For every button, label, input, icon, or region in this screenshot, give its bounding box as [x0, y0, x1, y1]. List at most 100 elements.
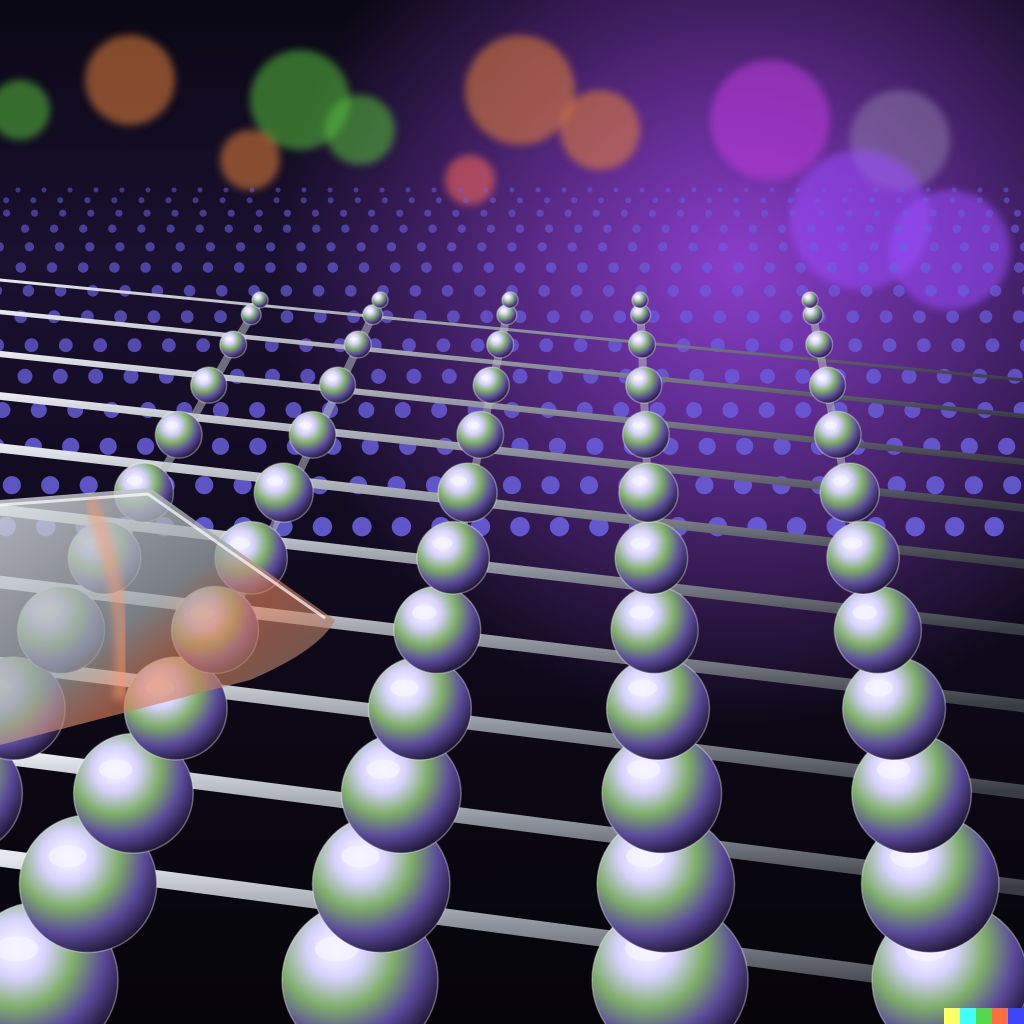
far-bead	[405, 187, 411, 193]
bead-highlight	[366, 759, 400, 779]
far-bead	[733, 209, 741, 217]
far-bead	[214, 310, 227, 324]
far-bead	[957, 209, 965, 217]
far-bead	[202, 262, 214, 273]
far-bead	[145, 242, 155, 252]
far-bead	[30, 197, 37, 204]
far-bead	[571, 197, 578, 204]
far-bead	[111, 197, 118, 204]
far-bead	[312, 517, 333, 537]
far-bead	[171, 262, 183, 273]
far-bead	[300, 368, 316, 384]
far-bead	[920, 262, 931, 273]
far-bead	[15, 262, 27, 273]
bead-highlight	[501, 309, 507, 313]
far-bead	[192, 197, 199, 204]
far-bead	[166, 224, 175, 233]
far-bead	[691, 187, 697, 193]
far-bead	[180, 310, 194, 324]
far-bead	[795, 368, 811, 384]
far-bead	[24, 242, 35, 252]
far-bead	[391, 517, 412, 537]
far-bead	[789, 209, 797, 217]
far-bead	[652, 197, 659, 204]
bead-highlight	[450, 476, 467, 486]
far-bead	[926, 476, 945, 495]
far-bead	[502, 476, 522, 495]
far-bead	[679, 197, 686, 204]
far-bead	[205, 242, 216, 252]
far-bead	[639, 262, 651, 273]
far-bead	[510, 517, 530, 537]
watermark-swatch	[976, 1008, 992, 1024]
bead-highlight	[412, 605, 437, 620]
glow-blob	[465, 35, 575, 145]
far-bead	[724, 368, 740, 384]
far-bead	[689, 368, 705, 384]
far-bead	[893, 285, 905, 297]
bead-highlight	[632, 421, 646, 430]
glow-blob	[445, 155, 495, 205]
glass-bead	[826, 520, 901, 595]
far-bead	[483, 187, 489, 193]
far-bead	[41, 476, 60, 495]
bead-highlight	[627, 759, 661, 779]
far-bead	[544, 197, 550, 204]
far-bead	[470, 338, 485, 353]
bead-highlight	[327, 375, 338, 381]
far-bead	[546, 310, 560, 324]
far-bead	[99, 437, 117, 455]
far-bead	[597, 242, 608, 252]
far-bead	[421, 262, 432, 273]
far-bead	[52, 368, 68, 384]
far-bead	[327, 187, 333, 193]
far-bead	[1013, 262, 1024, 273]
far-bead	[235, 242, 246, 252]
far-bead	[717, 187, 723, 193]
far-bead	[41, 187, 47, 193]
far-bead	[746, 310, 760, 324]
far-bead	[311, 209, 319, 217]
far-bead	[899, 242, 909, 252]
far-bead	[613, 402, 630, 418]
far-bead	[227, 209, 235, 217]
far-bead	[77, 262, 89, 273]
far-bead	[452, 209, 460, 217]
far-bead	[79, 476, 98, 495]
glass-bead	[392, 585, 482, 675]
far-bead	[147, 310, 161, 324]
far-bead	[301, 187, 307, 193]
far-bead	[913, 310, 926, 324]
far-bead	[171, 187, 177, 193]
glass-bead	[367, 656, 473, 761]
far-bead	[625, 197, 632, 204]
far-bead	[46, 262, 58, 273]
bead-highlight	[811, 337, 819, 342]
glass-shard	[0, 488, 335, 745]
far-bead	[17, 368, 33, 384]
far-bead	[873, 209, 881, 217]
glow-blob	[220, 130, 280, 190]
far-bead	[547, 368, 563, 384]
far-bead	[701, 262, 713, 273]
far-bead	[699, 285, 712, 297]
bead-highlight	[432, 537, 453, 550]
glow-blob	[890, 190, 1010, 310]
watermark-swatch	[1008, 1008, 1024, 1024]
far-bead	[509, 187, 515, 193]
far-bead	[945, 517, 965, 537]
glass-bead	[343, 330, 372, 359]
far-bead	[394, 402, 411, 418]
bead-highlight	[852, 605, 878, 620]
far-bead	[899, 187, 905, 193]
far-bead	[989, 242, 1000, 252]
far-bead	[370, 224, 379, 233]
far-bead	[199, 209, 207, 217]
far-bead	[923, 224, 932, 233]
far-bead	[548, 437, 567, 455]
glass-bead	[416, 520, 491, 595]
far-bead	[998, 437, 1016, 455]
far-bead	[447, 242, 457, 252]
far-bead	[515, 224, 525, 233]
